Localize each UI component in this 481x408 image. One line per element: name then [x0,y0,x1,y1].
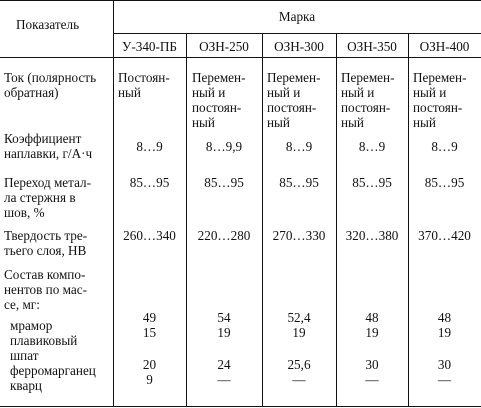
hardness-col-1: 260…340 [123,228,176,243]
fluorspar-col-3: 19 [292,325,306,340]
deposition-col-5: 8…9 [431,139,458,154]
sub-label-fluorspar: плавиковый шпат [10,333,78,363]
marble-col-4: 48 [365,310,379,325]
table-bottom-border [0,406,481,407]
deposition-col-1: 8…9 [136,139,163,154]
row-label-hardness: Твердость тре- тьего слоя, HB [4,228,88,258]
current-col-5: Перемен- ный и постоян- ный [413,70,467,130]
brand-col-5: ОЗН-400 [419,39,470,54]
transfer-col-3: 85…95 [279,175,319,190]
transfer-col-1: 85…95 [129,175,170,190]
marble-col-2: 54 [217,310,231,325]
fluorspar-col-4: 19 [365,325,379,340]
sub-label-marble: мрамор [10,318,53,333]
column-divider-1 [113,0,114,407]
fluorspar-col-1: 15 [142,325,157,340]
brand-col-1: У-340-ПБ [122,39,177,54]
current-col-1: Постоян- ный [118,70,170,100]
ferromanganese-col-3: 25,6 [287,357,311,372]
row-label-current: Ток (полярность обратная) [4,70,97,100]
ferromanganese-col-5: 30 [437,357,452,372]
deposition-col-4: 8…9 [358,139,386,154]
sub-label-ferromanganese: ферромарганец [10,363,96,378]
deposition-col-2: 8…9,9 [205,139,243,154]
transfer-col-2: 85…95 [204,175,244,190]
header-indicator: Показатель [16,17,80,32]
transfer-col-4: 85…95 [352,175,392,190]
hardness-col-4: 320…380 [345,228,399,243]
brand-divider [113,33,481,34]
column-divider-4 [336,33,337,407]
fluorspar-col-2: 19 [217,325,231,340]
quartz-col-2: — [217,372,231,387]
hardness-col-5: 370…420 [418,228,471,243]
column-divider-3 [262,33,263,407]
quartz-col-3: — [292,372,306,387]
ferromanganese-col-1: 20 [142,357,157,372]
marble-col-5: 48 [437,310,452,325]
quartz-col-5: — [437,372,452,387]
ferromanganese-col-4: 30 [365,357,379,372]
marble-col-1: 49 [142,310,157,325]
ferromanganese-col-2: 24 [217,357,231,372]
hardness-col-2: 220…280 [197,228,251,243]
fluorspar-col-5: 19 [437,325,452,340]
transfer-col-5: 85…95 [424,175,465,190]
deposition-col-3: 8…9 [285,139,313,154]
quartz-col-4: — [365,372,379,387]
column-divider-5 [408,33,409,407]
table-top-border [0,0,481,1]
sub-label-quartz: кварц [10,378,42,393]
marble-col-3: 52,4 [287,310,311,325]
current-col-4: Перемен- ный и постоян- ный [341,70,395,130]
hardness-col-3: 270…330 [272,228,326,243]
row-label-transfer: Переход метал- ла стержня в шов, % [4,175,92,220]
brand-col-2: ОЗН-250 [199,39,249,54]
column-divider-2 [186,33,187,407]
header-brand: Марка [278,9,316,24]
current-col-3: Перемен- ный и постоян- ный [267,70,321,130]
quartz-col-1: 9 [146,372,153,387]
brand-col-3: ОЗН-300 [274,39,324,54]
current-col-2: Перемен- ный и постоян- ный [192,70,246,130]
row-label-composition: Состав компо- нентов по мас- се, мг: [4,267,87,312]
brand-col-4: ОЗН-350 [347,39,397,54]
row-label-deposition: Коэффициент наплавки, г/А·ч [4,131,93,161]
header-bottom-border [0,57,481,58]
